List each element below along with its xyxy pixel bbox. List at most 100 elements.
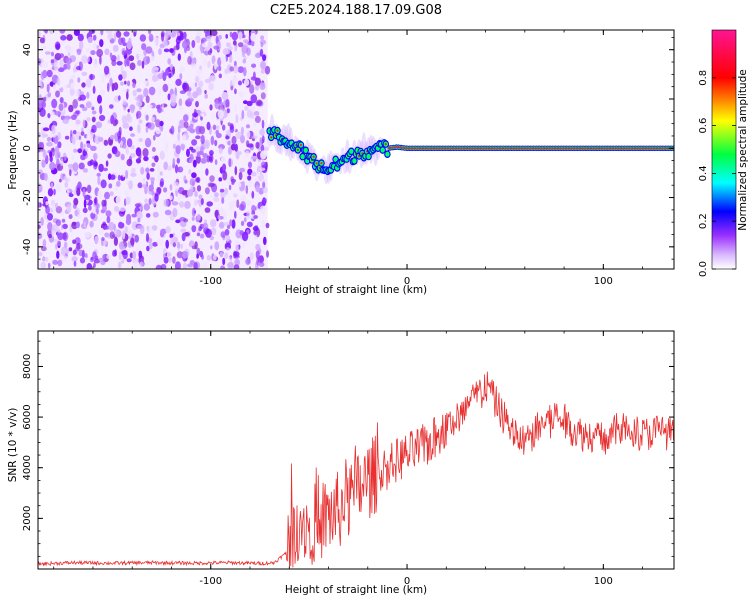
heatmap-cell	[42, 150, 47, 159]
heatmap-cell	[250, 94, 258, 104]
heatmap-cell	[49, 151, 53, 158]
heatmap-cell	[47, 262, 51, 269]
heatmap-cell	[155, 128, 161, 135]
heatmap-cell	[45, 201, 49, 206]
heatmap-cell	[146, 56, 151, 64]
y-tick-label: 0	[22, 145, 33, 151]
heatmap-cell	[115, 195, 121, 205]
heatmap-cell	[103, 139, 109, 146]
heatmap-cell	[101, 199, 106, 207]
heatmap-cell	[223, 247, 231, 252]
heatmap-cell	[98, 257, 104, 262]
heatmap-cell	[90, 50, 96, 56]
heatmap-cell	[109, 104, 114, 109]
heatmap-cell	[182, 251, 189, 259]
heatmap-cell	[146, 245, 150, 252]
heatmap-cell	[95, 121, 103, 129]
heatmap-y-axis: -40 -20 0 20 40	[22, 36, 674, 260]
heatmap-cell	[255, 185, 260, 193]
heatmap-cell	[227, 146, 232, 155]
colorbar-tick-label: 0.8	[698, 70, 709, 86]
heatmap-cell	[40, 217, 44, 226]
heatmap-cell	[221, 197, 225, 204]
heatmap-cell	[200, 198, 204, 205]
heatmap-cell	[81, 82, 86, 88]
heatmap-cell	[234, 258, 241, 266]
heatmap-cell	[233, 193, 238, 198]
heatmap-cell	[137, 182, 143, 189]
heatmap-cell	[232, 76, 239, 86]
heatmap-cell	[256, 257, 260, 266]
heatmap-cell	[239, 91, 244, 98]
snr-x-axis-label: Height of straight line (km)	[285, 584, 427, 596]
heatmap-cell	[136, 88, 142, 93]
heatmap-cell	[182, 134, 187, 142]
colorbar-gradient	[711, 29, 737, 270]
heatmap-cell	[224, 229, 230, 236]
heatmap-cell	[229, 125, 235, 133]
heatmap-cell	[86, 143, 92, 148]
heatmap-cell	[136, 100, 143, 107]
heatmap-cell	[231, 181, 235, 185]
heatmap-cell	[92, 85, 96, 94]
heatmap-cell	[68, 193, 74, 198]
heatmap-cell	[200, 157, 207, 164]
heatmap-cell	[86, 128, 91, 134]
heatmap-cell	[261, 135, 265, 144]
heatmap-cell	[259, 48, 264, 57]
heatmap-cell	[86, 117, 91, 122]
heatmap-cell	[239, 167, 246, 173]
heatmap-cell	[108, 183, 113, 189]
heatmap-cell	[72, 249, 77, 256]
heatmap-cell	[117, 174, 121, 181]
heatmap-cell	[259, 255, 264, 262]
heatmap-cell	[241, 50, 246, 58]
heatmap-cell	[125, 48, 132, 55]
heatmap-cell	[165, 226, 171, 234]
heatmap-cell	[233, 121, 237, 131]
y-tick-label: 4000	[22, 455, 33, 480]
heatmap-cell	[176, 35, 182, 41]
heatmap-cell	[225, 47, 231, 55]
heatmap-cell	[40, 71, 45, 81]
heatmap-cell	[177, 53, 181, 61]
heatmap-cell	[214, 159, 218, 166]
heatmap-cell	[73, 66, 76, 73]
heatmap-cell	[183, 114, 189, 122]
heatmap-cell	[210, 135, 215, 146]
heatmap-cell	[114, 227, 118, 238]
heatmap-cell	[53, 68, 59, 74]
heatmap-cell	[84, 231, 91, 238]
heatmap-cell	[194, 82, 198, 88]
heatmap-cell	[42, 256, 46, 262]
heatmap-cell	[105, 30, 113, 34]
heatmap-cell	[81, 71, 88, 76]
heatmap-cell	[81, 249, 85, 259]
heatmap-cell	[42, 133, 49, 138]
heatmap-cell	[175, 219, 181, 224]
heatmap-cell	[259, 136, 263, 146]
heatmap-cell	[167, 93, 171, 101]
heatmap-cell	[73, 260, 77, 267]
heatmap-cell	[93, 198, 97, 204]
heatmap-cell	[137, 53, 144, 58]
heatmap-cell	[204, 90, 207, 94]
heatmap-cell	[262, 186, 268, 194]
heatmap-cell	[125, 169, 129, 179]
heatmap-cell	[161, 103, 164, 109]
heatmap-cell	[109, 52, 113, 59]
heatmap-cell	[137, 94, 144, 100]
snr-panel: -100 0 100 2000 4000 6000 8000 Height of stra…	[7, 330, 675, 596]
heatmap-cell	[234, 88, 237, 95]
heatmap-cell	[113, 206, 120, 212]
heatmap-cell	[126, 258, 132, 263]
heatmap-cell	[183, 218, 189, 223]
heatmap-cell	[244, 150, 250, 158]
heatmap-cell	[103, 65, 110, 75]
heatmap-cell	[201, 113, 204, 118]
heatmap-cell	[92, 206, 96, 214]
heatmap-cell	[134, 203, 141, 208]
heatmap-cell	[53, 188, 56, 196]
heatmap-cell	[204, 46, 210, 52]
heatmap-cell	[213, 197, 220, 202]
